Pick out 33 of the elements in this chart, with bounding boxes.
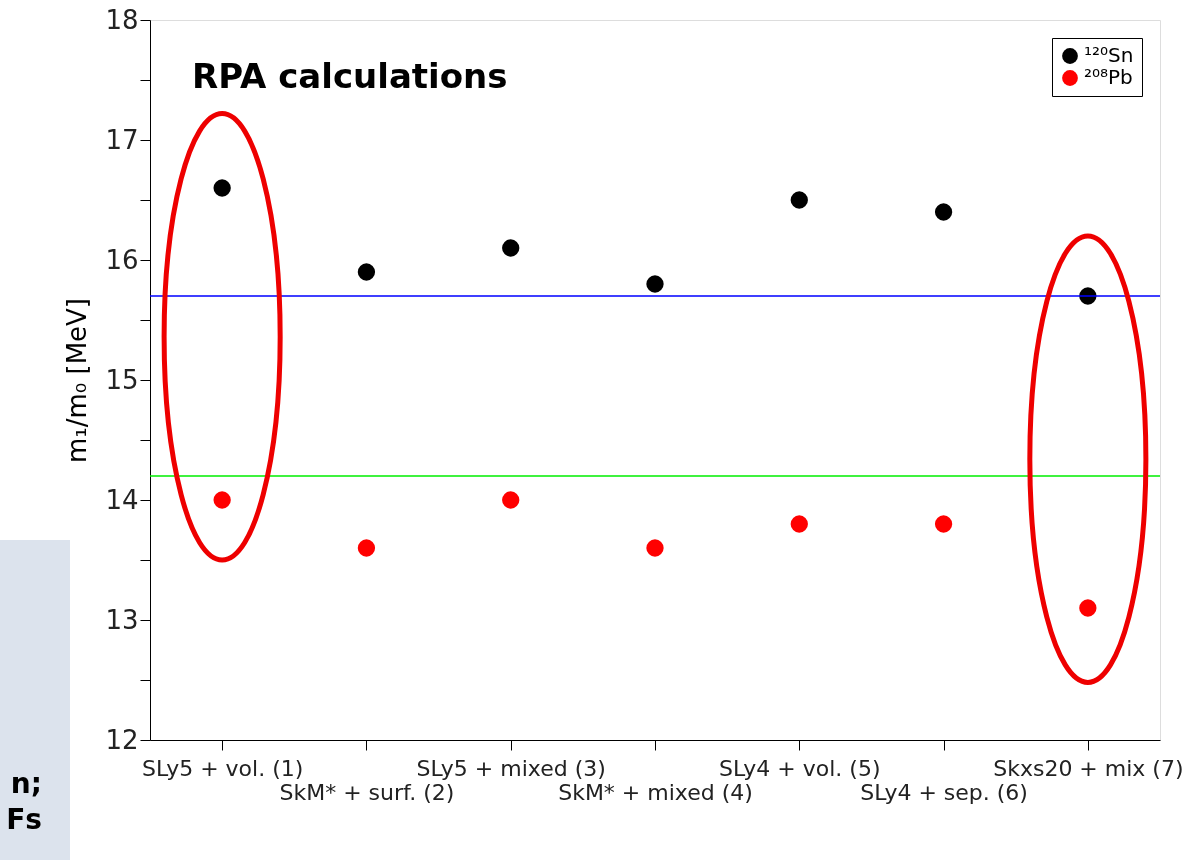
x-tick-label: SkM* + surf. (2) [279, 779, 455, 805]
y-tick-label: 13 [105, 604, 139, 635]
point [934, 203, 953, 221]
y-tick-label: 17 [105, 124, 139, 155]
point [790, 515, 808, 533]
text: RPA calculations [192, 56, 508, 96]
text: Fs [6, 803, 42, 836]
point [934, 515, 953, 533]
point [1079, 599, 1097, 617]
legend-label: ²⁰⁸Pb [1084, 65, 1133, 89]
y-tick-label: 12 [105, 724, 139, 755]
x-tick-label: SLy4 + sep. (6) [860, 779, 1028, 805]
point [502, 239, 520, 257]
x-tick-label: Skxs20 + mix (7) [993, 755, 1184, 781]
y-axis-title: m₁/m₀ [MeV] [62, 297, 93, 464]
point [646, 539, 664, 557]
y-tick-label: 16 [105, 244, 139, 275]
point [646, 275, 664, 293]
x-tick-label: SLy5 + vol. (1) [141, 755, 304, 781]
y-tick-label: 18 [105, 4, 139, 35]
point [213, 179, 231, 197]
point [357, 539, 376, 557]
point [790, 191, 808, 209]
point [213, 491, 231, 509]
point [357, 263, 376, 281]
point [502, 491, 520, 509]
x-tick-label: SkM* + mixed (4) [558, 779, 753, 805]
y-tick-label: 15 [105, 364, 139, 395]
y-tick-label: 14 [105, 484, 139, 515]
x-tick-label: SLy4 + vol. (5) [719, 755, 881, 781]
legend-label: ¹²⁰Sn [1084, 43, 1134, 67]
text: n; [10, 767, 42, 800]
x-tick-label: SLy5 + mixed (3) [416, 755, 606, 781]
